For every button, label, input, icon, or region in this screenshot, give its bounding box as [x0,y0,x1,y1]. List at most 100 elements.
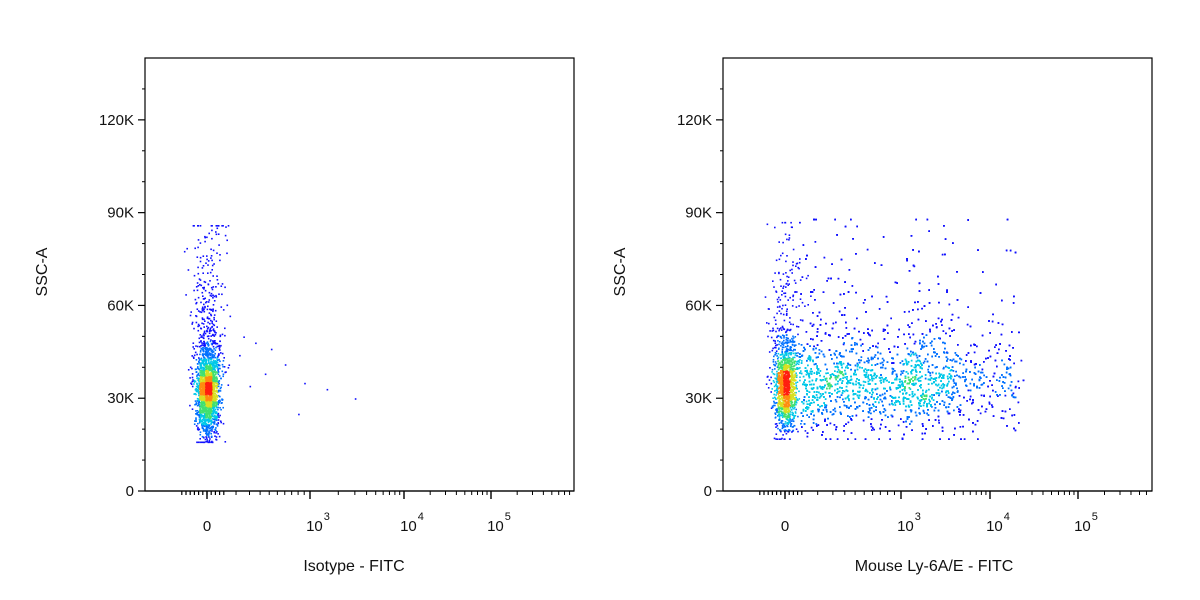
event-point [203,373,205,376]
event-point [872,345,874,347]
event-point [212,367,214,370]
event-point [889,438,891,440]
event-point [795,306,798,308]
event-point [207,398,210,401]
event-point [201,376,204,379]
event-point [777,301,779,303]
event-point [206,349,208,351]
event-point [206,401,208,404]
event-point [195,359,198,361]
event-point [1002,387,1004,389]
event-point [1009,384,1012,387]
event-point [875,345,877,348]
event-point [208,441,210,444]
event-point [798,305,800,307]
event-point [792,339,794,341]
event-point [209,419,211,422]
event-point [203,386,205,389]
event-point [204,384,206,386]
event-point [211,412,213,415]
event-point [846,406,848,409]
event-point [780,337,783,339]
event-point [213,362,215,364]
event-point [969,389,972,392]
event-point [984,410,987,413]
event-point [211,349,214,352]
event-point [972,430,974,433]
event-point [218,375,221,377]
event-point [850,218,852,221]
event-point [207,335,210,337]
event-point [200,393,203,396]
event-point [910,235,913,237]
event-point [210,397,213,400]
event-point [216,398,218,400]
event-point [203,416,205,418]
event-point [796,291,798,293]
event-point [831,263,833,265]
event-point [216,356,219,359]
event-point [193,354,196,357]
event-point [199,413,202,416]
event-point [772,339,775,342]
event-point [942,330,945,332]
event-point [211,353,213,356]
event-point [203,391,205,394]
event-point [851,415,854,417]
event-point [210,374,212,377]
event-point [893,409,896,411]
event-point [206,437,208,439]
event-point [217,345,220,348]
event-point [216,345,219,348]
event-point [218,367,220,370]
event-point [199,431,202,433]
event-point [935,326,938,329]
event-point [200,327,203,330]
event-point [787,299,789,301]
event-point [878,438,880,440]
event-point [788,321,791,324]
event-point [205,359,207,361]
event-point [983,361,985,363]
event-point [213,431,215,433]
event-point [200,384,203,387]
event-point [205,366,208,368]
event-point [974,344,976,346]
event-point [202,396,204,398]
event-point [199,411,201,414]
event-point [209,417,212,420]
event-point [843,401,845,403]
event-point [779,429,782,432]
event-point [1004,390,1006,392]
event-point [854,408,857,410]
event-point [203,337,205,340]
event-point [228,364,231,366]
event-point [207,393,210,395]
event-point [218,344,220,347]
event-point [210,373,213,375]
event-point [199,408,201,410]
event-point [207,386,210,388]
event-point [817,424,820,426]
event-point [959,409,962,412]
event-point [205,342,208,344]
event-point [204,382,207,384]
event-point [815,218,817,221]
event-point [816,425,818,427]
event-point [985,357,987,360]
event-point [213,324,216,327]
event-point [197,266,199,269]
event-point [213,409,216,412]
event-point [202,393,205,395]
event-point [912,351,914,354]
event-point [215,419,218,422]
event-point [884,409,887,412]
event-point [782,425,784,428]
event-point [199,404,201,407]
event-point [826,368,828,371]
event-point [1008,344,1011,347]
event-point [192,356,195,358]
event-point [210,335,212,337]
event-point [205,412,207,415]
event-point [209,280,211,282]
